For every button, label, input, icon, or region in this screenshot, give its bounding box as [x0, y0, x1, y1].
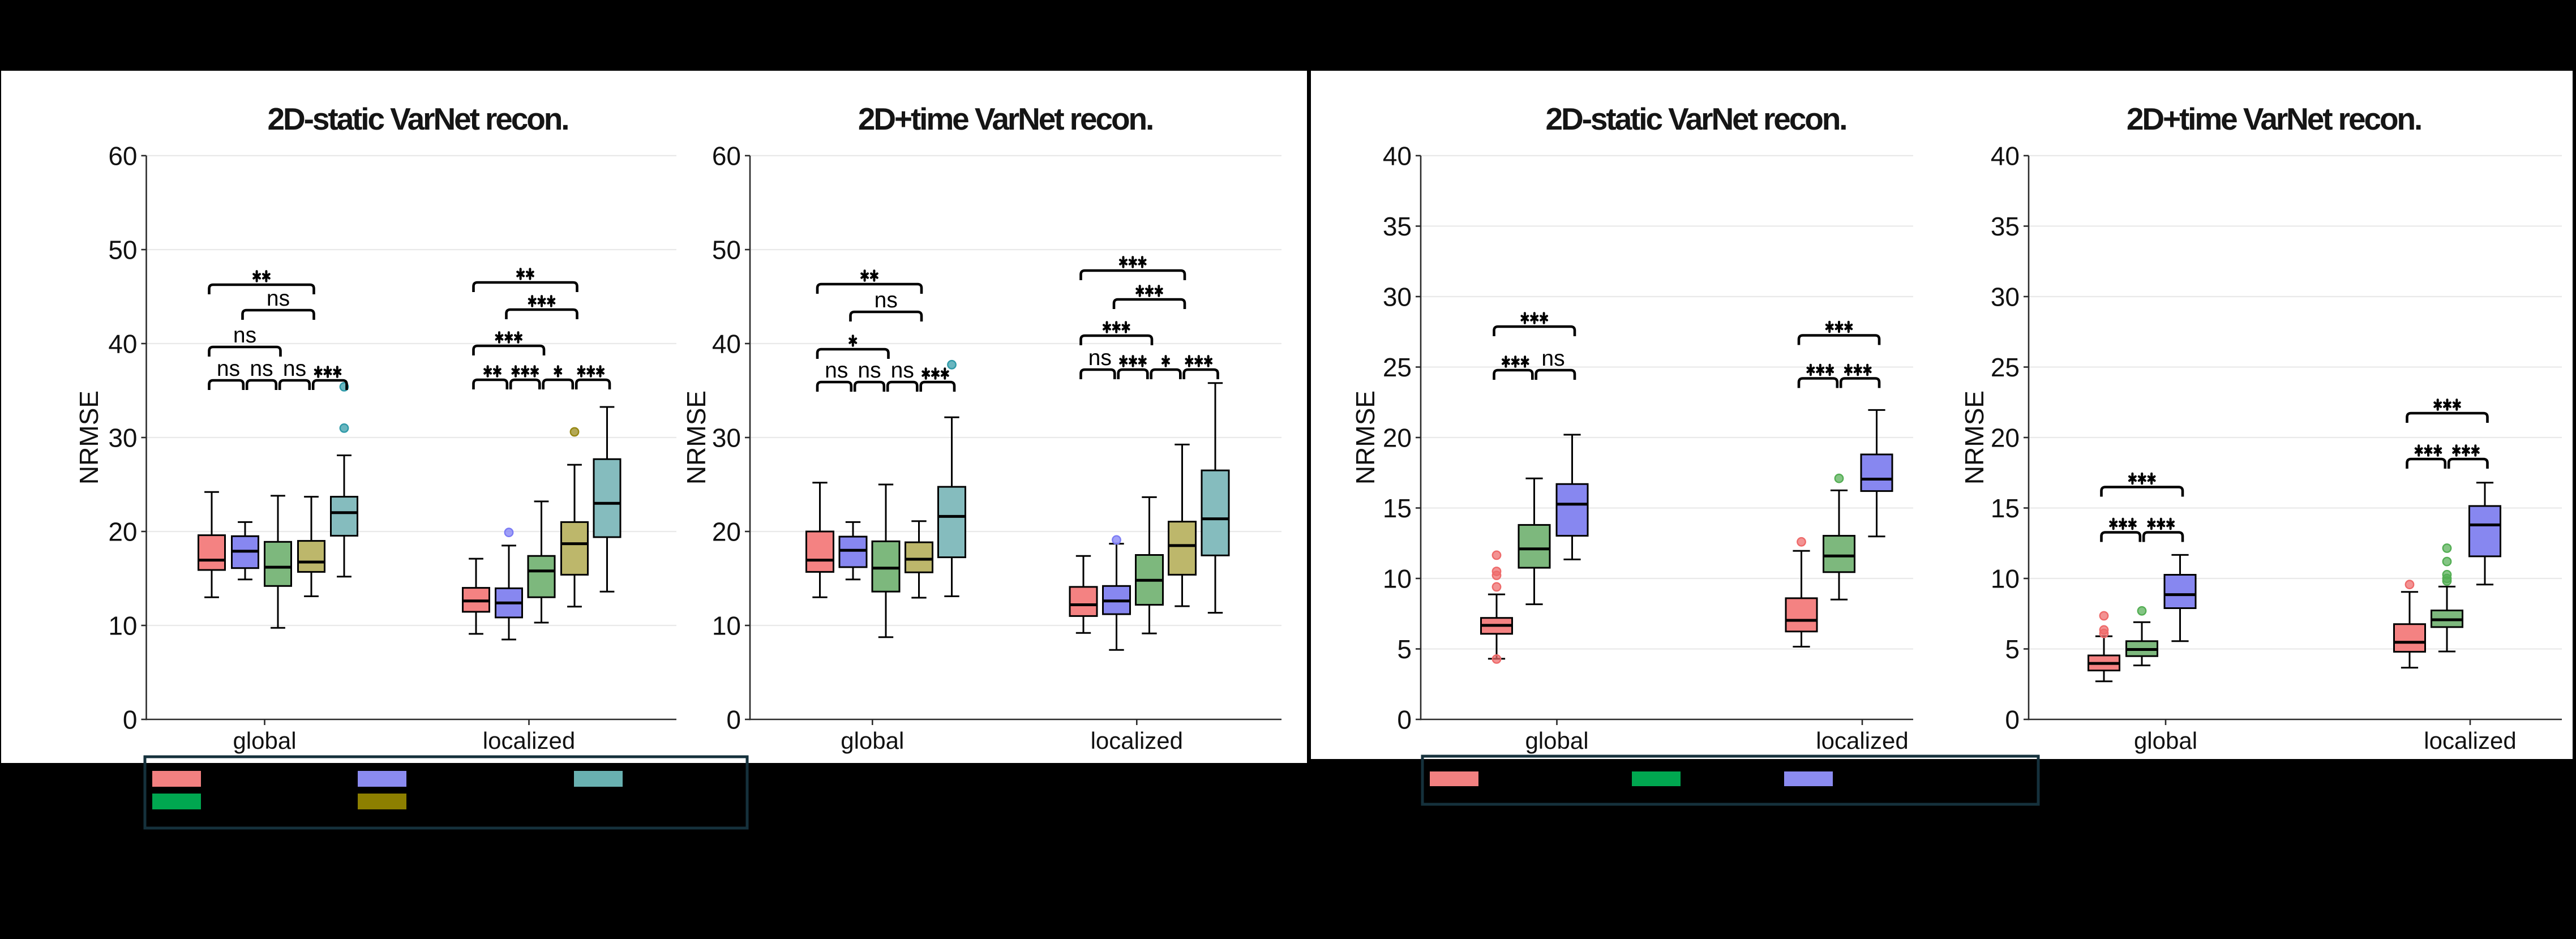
svg-text:2D-static VarNet recon.: 2D-static VarNet recon. — [268, 101, 568, 136]
svg-text:60: 60 — [108, 142, 137, 171]
svg-text:15: 15 — [1991, 494, 2020, 523]
svg-text:2D+time VarNet recon.: 2D+time VarNet recon. — [2127, 101, 2421, 136]
svg-text:NRMSE: NRMSE — [1960, 391, 1989, 484]
svg-text:20: 20 — [712, 517, 741, 547]
svg-text:NRMSE: NRMSE — [74, 391, 104, 484]
svg-text:ns: ns — [825, 358, 848, 383]
svg-text:ns: ns — [250, 357, 273, 381]
svg-text:0: 0 — [123, 705, 138, 735]
svg-text:35: 35 — [1991, 212, 2020, 241]
svg-text:0: 0 — [2005, 705, 2020, 735]
svg-text:10: 10 — [1991, 564, 2020, 594]
svg-text:localized: localized — [1091, 727, 1183, 754]
svg-text:0: 0 — [1397, 705, 1412, 735]
svg-text:NRMSE: NRMSE — [681, 391, 711, 484]
svg-text:ns: ns — [1088, 346, 1112, 370]
svg-text:0: 0 — [726, 705, 741, 735]
svg-text:10: 10 — [712, 611, 741, 641]
svg-text:global: global — [233, 727, 296, 754]
svg-text:50: 50 — [712, 235, 741, 265]
svg-text:20: 20 — [1991, 423, 2020, 453]
svg-text:40: 40 — [1383, 142, 1412, 171]
svg-text:10: 10 — [108, 611, 137, 641]
svg-text:40: 40 — [1991, 142, 2020, 171]
svg-text:ns: ns — [858, 358, 881, 383]
svg-text:ns: ns — [875, 288, 898, 312]
svg-text:localized: localized — [483, 727, 575, 754]
svg-text:ns: ns — [1541, 346, 1565, 371]
svg-text:2D-static VarNet recon.: 2D-static VarNet recon. — [1546, 101, 1846, 136]
svg-text:25: 25 — [1991, 353, 2020, 382]
svg-text:ns: ns — [233, 323, 256, 348]
svg-text:20: 20 — [108, 517, 137, 547]
svg-text:global: global — [2134, 727, 2197, 754]
svg-text:40: 40 — [108, 329, 137, 359]
svg-text:ns: ns — [217, 357, 240, 381]
svg-text:30: 30 — [1383, 282, 1412, 312]
svg-text:NRMSE: NRMSE — [1351, 391, 1380, 484]
svg-text:30: 30 — [1991, 282, 2020, 312]
svg-text:2D+time VarNet recon.: 2D+time VarNet recon. — [858, 101, 1152, 136]
svg-text:25: 25 — [1383, 353, 1412, 382]
svg-text:global: global — [841, 727, 904, 754]
svg-text:global: global — [1525, 727, 1588, 754]
svg-text:5: 5 — [1397, 634, 1412, 664]
svg-text:40: 40 — [712, 329, 741, 359]
svg-text:localized: localized — [2424, 727, 2516, 754]
svg-text:35: 35 — [1383, 212, 1412, 241]
svg-text:10: 10 — [1383, 564, 1412, 594]
svg-text:60: 60 — [712, 142, 741, 171]
svg-text:ns: ns — [283, 357, 306, 381]
svg-text:ns: ns — [267, 286, 290, 311]
svg-text:30: 30 — [108, 423, 137, 453]
svg-text:20: 20 — [1383, 423, 1412, 453]
svg-text:ns: ns — [891, 358, 914, 383]
svg-text:30: 30 — [712, 423, 741, 453]
svg-text:5: 5 — [2005, 634, 2020, 664]
svg-text:50: 50 — [108, 235, 137, 265]
svg-text:15: 15 — [1383, 494, 1412, 523]
svg-text:localized: localized — [1816, 727, 1908, 754]
